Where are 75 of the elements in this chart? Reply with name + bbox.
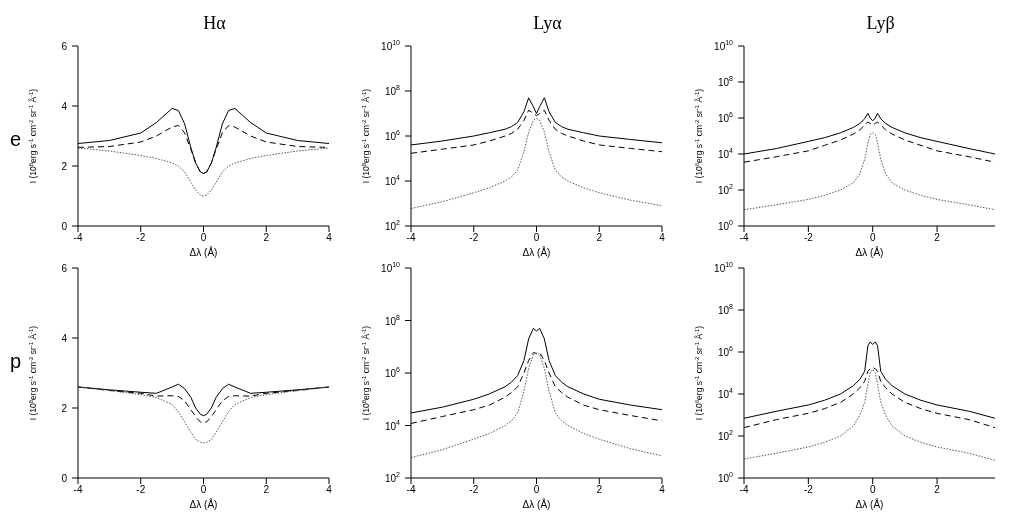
y-tick-label: 2 — [61, 402, 68, 414]
line-series — [78, 386, 329, 444]
chart-title: Hα — [202, 12, 227, 35]
x-axis-title: Δλ (Å) — [855, 246, 884, 258]
y-tick-label: 6 — [61, 262, 68, 274]
x-tick-label: 2 — [263, 484, 270, 496]
x-tick-label: -4 — [73, 232, 83, 244]
line-series — [411, 352, 662, 459]
line-series — [744, 132, 995, 211]
chart-title: Lyβ — [865, 12, 896, 35]
x-tick-label: 0 — [533, 232, 540, 244]
x-tick-label: -2 — [803, 484, 814, 496]
text: p — [10, 350, 22, 373]
line-series — [744, 368, 995, 461]
y-tick-label: 6 — [61, 40, 68, 52]
x-axis-title: Δλ (Å) — [189, 498, 218, 510]
y-tick-label: 10$^{6}$ — [717, 111, 734, 124]
x-tick-label: -4 — [406, 484, 416, 496]
y-tick-label: 10$^{2}$ — [717, 183, 734, 196]
y-tick-label: 10$^{10}$ — [381, 261, 401, 274]
x-tick-label: -4 — [739, 484, 749, 496]
y-tick-label: 10$^{8}$ — [384, 313, 401, 326]
y-tick-label: 10$^{0}$ — [717, 219, 734, 232]
x-tick-label: -2 — [136, 484, 146, 496]
x-tick-label: 2 — [596, 484, 603, 496]
y-tick-label: 10$^{0}$ — [717, 471, 734, 484]
x-tick-label: 2 — [596, 232, 603, 244]
line-series — [411, 117, 662, 209]
x-tick-label: -4 — [73, 484, 83, 496]
y-tick-label: 10$^{6}$ — [384, 366, 401, 379]
y-tick-label: 10$^{2}$ — [384, 471, 401, 484]
x-tick-label: -2 — [803, 232, 814, 244]
y-tick-label: 10$^{10}$ — [714, 261, 734, 274]
y-tick-label: 10$^{6}$ — [384, 129, 401, 142]
y-tick-label: 10$^{4}$ — [717, 387, 734, 400]
x-tick-label: 0 — [869, 232, 876, 244]
chart-title: Lyα — [532, 12, 563, 35]
x-axis-title: Δλ (Å) — [855, 498, 884, 510]
x-axis-title: Δλ (Å) — [522, 498, 551, 510]
y-tick-label: 10$^{10}$ — [714, 39, 734, 52]
x-axis-title: Δλ (Å) — [189, 246, 218, 258]
x-tick-label: 0 — [200, 484, 207, 496]
x-tick-label: -2 — [469, 484, 479, 496]
x-tick-label: 2 — [263, 232, 270, 244]
x-tick-label: 4 — [326, 484, 333, 496]
line-series — [78, 147, 329, 197]
x-tick-label: -4 — [739, 232, 749, 244]
x-tick-label: 2 — [934, 484, 941, 496]
x-tick-label: 0 — [869, 484, 876, 496]
x-tick-label: -4 — [406, 232, 416, 244]
x-tick-label: -2 — [136, 232, 146, 244]
x-tick-label: 0 — [200, 232, 207, 244]
text: e — [10, 128, 22, 151]
x-tick-label: -2 — [469, 232, 479, 244]
y-tick-label: 0 — [61, 220, 68, 232]
x-tick-label: 4 — [326, 232, 333, 244]
y-tick-label: 10$^{6}$ — [717, 345, 734, 358]
x-axis-title: Δλ (Å) — [522, 246, 551, 258]
y-tick-label: 4 — [61, 332, 68, 344]
y-tick-label: 10$^{8}$ — [384, 84, 401, 97]
y-tick-label: 10$^{2}$ — [717, 429, 734, 442]
y-tick-label: 10$^{4}$ — [384, 418, 401, 431]
x-tick-label: 4 — [659, 232, 666, 244]
y-tick-label: 4 — [61, 100, 68, 112]
y-tick-label: 10$^{8}$ — [717, 75, 734, 88]
y-tick-label: 0 — [61, 472, 68, 484]
y-tick-label: 10$^{4}$ — [717, 147, 734, 160]
y-tick-label: 10$^{8}$ — [717, 303, 734, 316]
x-tick-label: 2 — [934, 232, 941, 244]
x-tick-label: 4 — [659, 484, 666, 496]
y-tick-label: 10$^{2}$ — [384, 219, 401, 232]
y-tick-label: 2 — [61, 160, 68, 172]
y-tick-label: 10$^{4}$ — [384, 174, 401, 187]
x-tick-label: 0 — [533, 484, 540, 496]
y-tick-label: 10$^{10}$ — [381, 39, 401, 52]
